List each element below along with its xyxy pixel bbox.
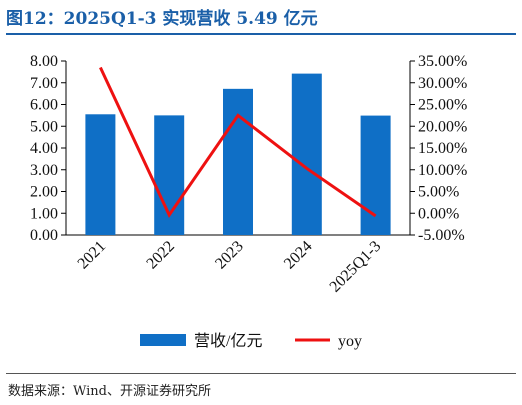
left-tick-label: 6.00 (30, 97, 58, 114)
left-tick-label: 2.00 (30, 184, 58, 201)
x-tick-label: 2022 (143, 238, 178, 273)
left-tick-group: 0.00 1.00 2.00 3.00 4.00 5.00 6.00 7.00 8.00 (30, 53, 66, 244)
right-tick-label: 0.00% (418, 205, 459, 222)
legend-bar-swatch (140, 334, 186, 346)
right-tick-label: 20.00% (418, 118, 467, 135)
x-tick-label: 2024 (281, 238, 316, 273)
legend: 营收/亿元 yoy (140, 332, 362, 350)
right-tick-label: 10.00% (418, 162, 467, 179)
left-tick-label: 0.00 (30, 227, 58, 244)
left-tick-label: 7.00 (30, 75, 58, 92)
revenue-bar (360, 115, 391, 235)
right-tick-group: -5.00% 0.00% 5.00% 10.00% 15.00% 20.00% 25.00%… (410, 53, 467, 244)
combo-chart: 0.00 1.00 2.00 3.00 4.00 5.00 6.00 7.00 8.00 -5.… (30, 53, 467, 350)
left-tick-label: 4.00 (30, 140, 58, 157)
x-tick-label: 2025Q1-3 (327, 238, 385, 296)
source-note: 数据来源：Wind、开源证券研究所 (8, 384, 211, 399)
legend-bar-label: 营收/亿元 (194, 332, 262, 350)
yoy-line (99, 66, 377, 218)
x-tick-label: 2021 (75, 238, 110, 273)
left-tick-label: 8.00 (30, 53, 58, 70)
left-tick-label: 5.00 (30, 118, 58, 135)
right-tick-label: -5.00% (418, 227, 465, 244)
right-tick-label: 15.00% (418, 140, 467, 157)
right-tick-label: 35.00% (418, 53, 467, 70)
right-tick-label: 5.00% (418, 184, 459, 201)
x-tick-group: 2021 2022 2023 2024 2025Q1-3 (75, 238, 385, 296)
left-tick-label: 3.00 (30, 162, 58, 179)
revenue-bar (291, 73, 322, 236)
revenue-bar (223, 88, 253, 235)
bar-series-group (85, 73, 391, 236)
legend-line-label: yoy (338, 333, 362, 350)
title-underline (6, 33, 516, 35)
right-tick-label: 25.00% (418, 97, 467, 114)
x-tick-label: 2023 (212, 238, 247, 273)
footer-rule (6, 373, 516, 374)
right-tick-label: 30.00% (418, 75, 467, 92)
left-tick-label: 1.00 (30, 205, 58, 222)
revenue-bar (85, 114, 116, 235)
figure-title: 图12：2025Q1-3 实现营收 5.49 亿元 (6, 9, 318, 29)
